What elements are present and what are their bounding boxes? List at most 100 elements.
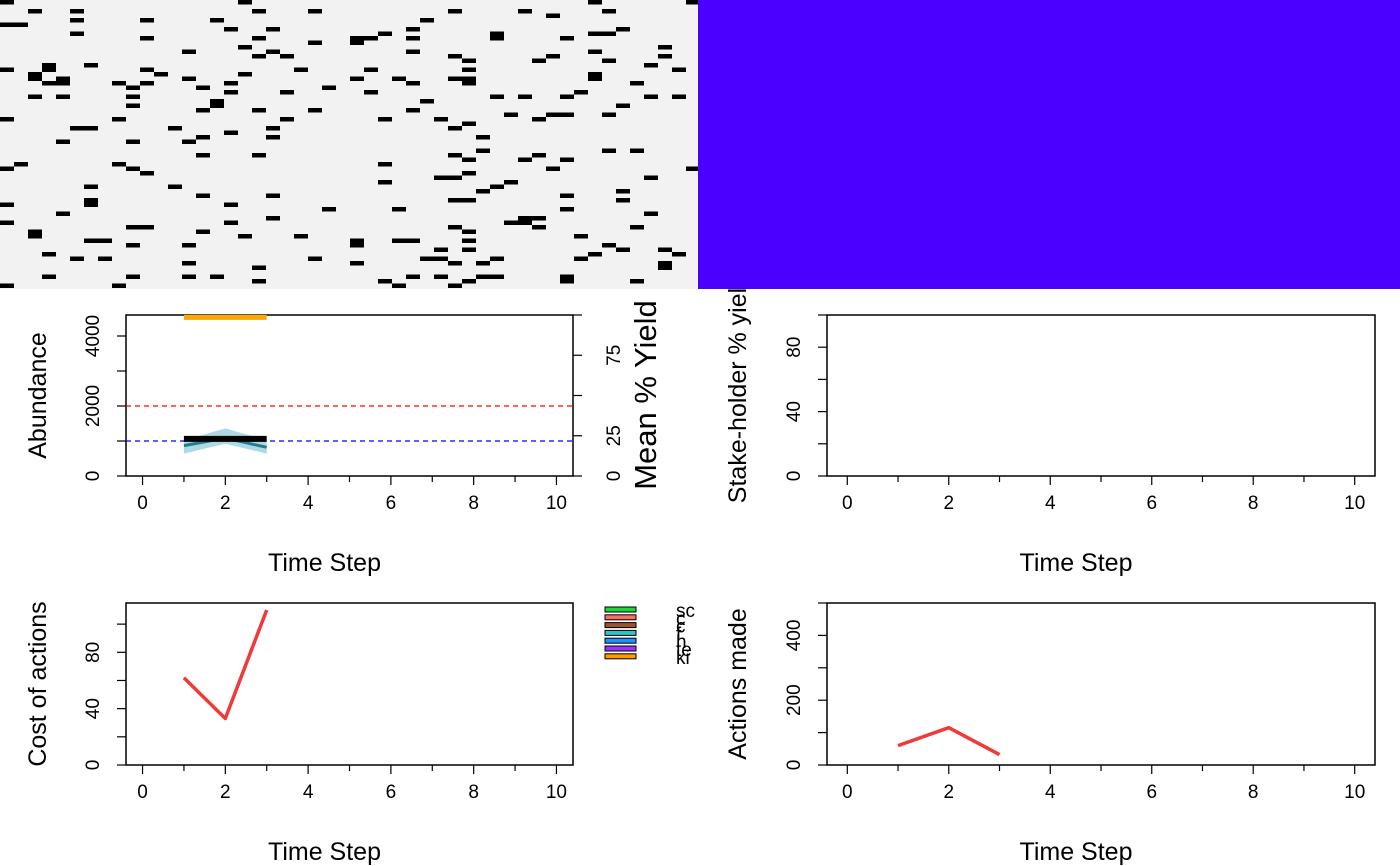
landscape-cell xyxy=(28,72,42,77)
landscape-cell xyxy=(350,243,364,248)
x-tick-label: 4 xyxy=(1045,493,1056,514)
landscape-cell xyxy=(602,243,616,248)
landscape-cell xyxy=(84,202,98,207)
abundance-chart: 0 2 4 6 8 10 0 2000 4000 Time Step Abundance 0 25 75 M… xyxy=(24,300,663,577)
x-tick-label: 6 xyxy=(1146,493,1157,514)
landscape-cell xyxy=(434,256,448,261)
landscape-cell xyxy=(280,54,294,59)
landscape-cell xyxy=(532,216,546,221)
actions-line xyxy=(897,725,1001,757)
landscape-cell xyxy=(588,76,602,81)
landscape-cell xyxy=(406,274,420,279)
x-tick-label: 0 xyxy=(842,782,853,803)
landscape-cell xyxy=(84,126,98,131)
legend-swatch xyxy=(604,622,637,629)
landscape-cell xyxy=(364,90,378,95)
x-tick-label: 10 xyxy=(1344,782,1365,803)
landscape-cell xyxy=(518,9,532,14)
landscape-cell xyxy=(308,40,322,45)
y-tick-label: 80 xyxy=(784,337,805,358)
landscape-cell xyxy=(602,58,616,63)
x-tick-label: 2 xyxy=(220,493,231,514)
landscape-cell xyxy=(448,153,462,158)
landscape-cell xyxy=(560,207,574,212)
landscape-cell xyxy=(70,126,84,131)
landscape-cell xyxy=(378,162,392,167)
landscape-cell xyxy=(70,18,84,23)
landscape-cell xyxy=(42,63,56,68)
landscape-panel xyxy=(0,0,700,289)
landscape-cell xyxy=(392,207,406,212)
landscape-cell xyxy=(84,198,98,203)
landscape-cell xyxy=(210,103,224,108)
landscape-cell xyxy=(140,67,154,72)
y2-tick-label: 0 xyxy=(604,471,625,482)
legend-label: ki xyxy=(676,648,690,669)
landscape-cell xyxy=(546,13,560,18)
landscape-cell xyxy=(238,72,252,77)
legend-swatch xyxy=(604,629,637,636)
landscape-cell xyxy=(350,36,364,41)
landscape-background xyxy=(0,0,698,289)
landscape-cell xyxy=(448,54,462,59)
landscape-cell xyxy=(518,216,532,221)
y-axis-title: Actions made xyxy=(724,608,752,759)
landscape-cell xyxy=(462,198,476,203)
landscape-cell xyxy=(616,27,630,32)
landscape-cell xyxy=(28,9,42,14)
landscape-cell xyxy=(350,261,364,266)
landscape-cell xyxy=(196,193,210,198)
landscape-cell xyxy=(490,256,504,261)
x-tick-label: 4 xyxy=(303,493,314,514)
x-tick-label: 8 xyxy=(468,493,479,514)
landscape-cell xyxy=(126,166,140,171)
landscape-cell xyxy=(420,99,434,104)
landscape-cell xyxy=(0,22,14,27)
x-tick-label: 0 xyxy=(137,493,148,514)
landscape-cell xyxy=(0,117,14,122)
landscape-cell xyxy=(196,229,210,234)
landscape-cell xyxy=(182,243,196,248)
landscape-cell xyxy=(406,238,420,243)
landscape-cell xyxy=(182,274,196,279)
landscape-cell xyxy=(448,76,462,81)
landscape-cell xyxy=(448,198,462,203)
x-tick-label: 8 xyxy=(468,782,479,803)
landscape-cell xyxy=(504,112,518,117)
landscape-cell xyxy=(70,256,84,261)
landscape-cell xyxy=(350,40,364,45)
landscape-cell xyxy=(462,58,476,63)
landscape-cell xyxy=(588,49,602,54)
landscape-cell xyxy=(14,162,28,167)
landscape-cell xyxy=(84,63,98,68)
landscape-cell xyxy=(616,247,630,252)
landscape-cell xyxy=(28,234,42,239)
landscape-cell xyxy=(154,72,168,77)
landscape-cell xyxy=(476,135,490,140)
y-tick-label: 4000 xyxy=(83,315,104,357)
legend-swatch xyxy=(604,614,637,621)
landscape-cell xyxy=(378,31,392,36)
landscape-cell xyxy=(140,81,154,86)
y-tick-label: 0 xyxy=(83,760,104,771)
stakeholder-yield-chart: 0 2 4 6 8 10 0 40 80 Time Step Stake-holder % yiel xyxy=(724,288,1376,577)
landscape-cell xyxy=(28,94,42,99)
landscape-cell xyxy=(364,36,378,41)
landscape-cell xyxy=(546,112,560,117)
landscape-cell xyxy=(196,85,210,90)
landscape-cell xyxy=(406,81,420,86)
landscape-cell xyxy=(126,225,140,230)
landscape-cell xyxy=(308,108,322,113)
landscape-cell xyxy=(448,175,462,180)
landscape-cell xyxy=(140,18,154,23)
x-tick-label: 2 xyxy=(943,493,954,514)
landscape-cell xyxy=(462,247,476,252)
plot-frame xyxy=(125,602,574,766)
landscape-cell xyxy=(126,274,140,279)
landscape-cell xyxy=(392,283,406,288)
landscape-cell xyxy=(476,148,490,153)
legend-label: sc xyxy=(676,601,695,622)
landscape-cell xyxy=(378,279,392,284)
landscape-cell xyxy=(210,274,224,279)
